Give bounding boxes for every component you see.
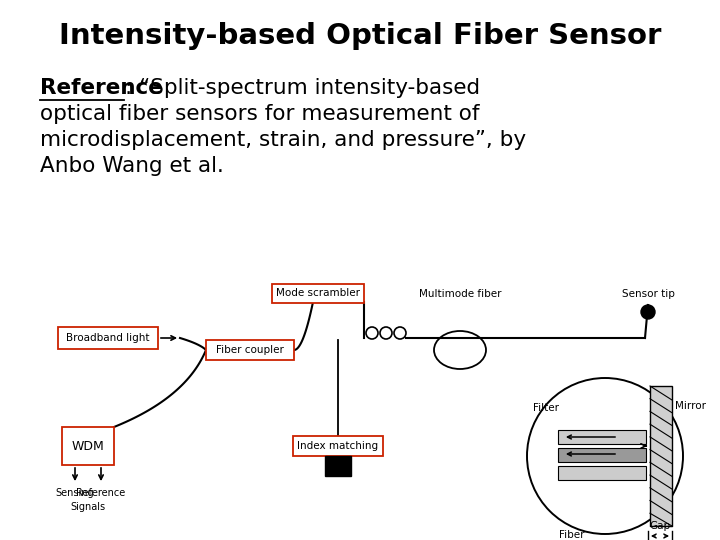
Text: WDM: WDM: [71, 440, 104, 453]
Bar: [293, 436, 383, 456]
Text: Sensor tip: Sensor tip: [621, 289, 675, 299]
Text: Sensing: Sensing: [55, 488, 94, 498]
Text: Reference: Reference: [40, 78, 163, 98]
Text: Anbo Wang et al.: Anbo Wang et al.: [40, 156, 224, 176]
Text: Intensity-based Optical Fiber Sensor: Intensity-based Optical Fiber Sensor: [59, 22, 661, 50]
Text: Mode scrambler: Mode scrambler: [276, 288, 360, 298]
Bar: [206, 340, 294, 360]
Bar: [558, 466, 646, 480]
Bar: [558, 448, 646, 462]
Text: Fiber coupler: Fiber coupler: [216, 345, 284, 355]
Text: Fiber: Fiber: [559, 530, 585, 540]
Text: microdisplacement, strain, and pressure”, by: microdisplacement, strain, and pressure”…: [40, 130, 526, 150]
Text: Multimode fiber: Multimode fiber: [419, 289, 501, 299]
Bar: [58, 327, 158, 349]
Circle shape: [641, 305, 655, 319]
Text: Filter: Filter: [533, 403, 559, 413]
Bar: [62, 427, 114, 465]
Text: Gap: Gap: [649, 521, 670, 531]
Text: Index matching: Index matching: [297, 441, 379, 451]
Text: : “Split-spectrum intensity-based: : “Split-spectrum intensity-based: [125, 78, 480, 98]
Bar: [325, 456, 351, 476]
Bar: [650, 386, 672, 526]
Bar: [558, 430, 646, 444]
Bar: [272, 284, 364, 302]
Text: optical fiber sensors for measurement of: optical fiber sensors for measurement of: [40, 104, 480, 124]
Text: Signals: Signals: [71, 502, 106, 512]
Text: Mirror: Mirror: [675, 401, 706, 411]
Text: Broadband light: Broadband light: [66, 333, 150, 343]
Text: Reference: Reference: [76, 488, 125, 498]
